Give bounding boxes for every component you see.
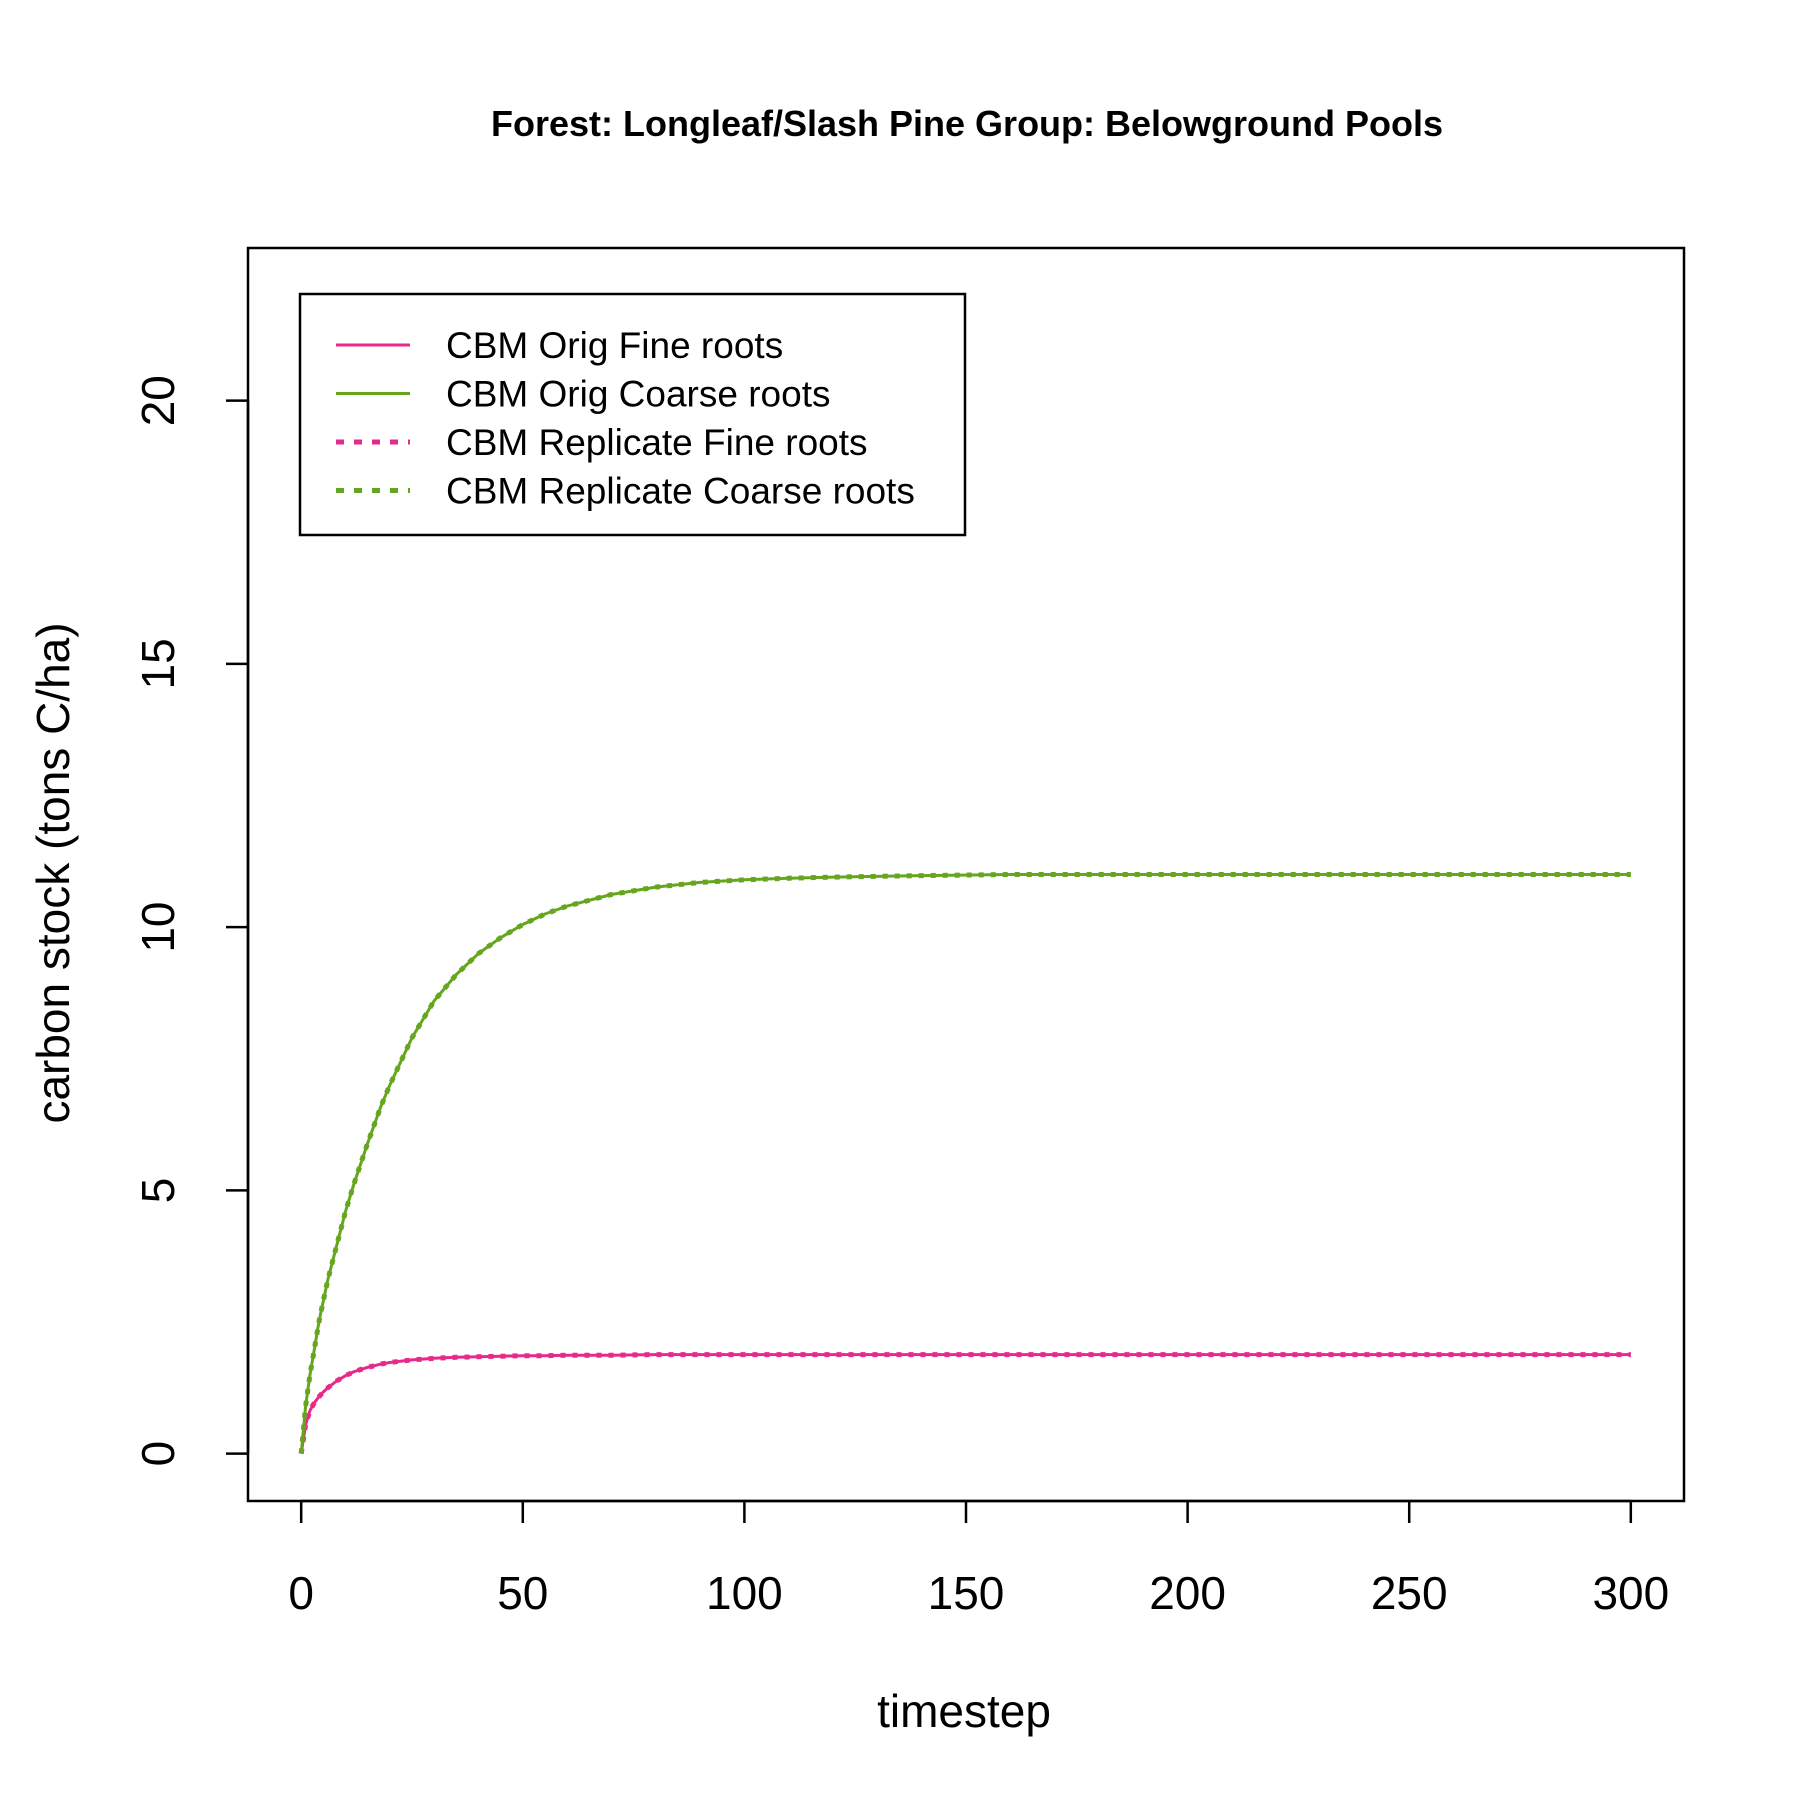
series-line-0 <box>299 1353 1631 1454</box>
x-tick-label: 250 <box>1371 1567 1448 1619</box>
legend-box <box>298 292 967 537</box>
y-tick-label: 5 <box>132 1178 184 1204</box>
x-tick-label: 150 <box>928 1567 1005 1619</box>
y-tick-label: 15 <box>132 638 184 689</box>
legend: CBM Orig Fine roots CBM Orig Coarse roots… <box>298 292 967 537</box>
y-tick-label: 20 <box>132 375 184 426</box>
series-line-2 <box>298 1352 1631 1454</box>
x-tick-label: 100 <box>706 1567 783 1619</box>
legend-label-0: CBM Orig Fine roots <box>446 325 783 366</box>
y-tick-label: 10 <box>132 902 184 953</box>
legend-label-3: CBM Replicate Coarse roots <box>446 471 915 512</box>
y-axis: 0 5 10 15 20 <box>132 375 250 1467</box>
series-line-3 <box>298 872 1631 1454</box>
series-line-1 <box>299 873 1631 1454</box>
x-tick-label: 50 <box>497 1567 548 1619</box>
x-tick-label: 0 <box>288 1567 314 1619</box>
x-axis-label: timestep <box>877 1685 1051 1737</box>
x-axis: 0 50 100 150 200 250 300 <box>288 1499 1669 1619</box>
legend-label-2: CBM Replicate Fine roots <box>446 422 868 463</box>
y-tick-label: 0 <box>132 1441 184 1467</box>
chart-title: Forest: Longleaf/Slash Pine Group: Below… <box>491 103 1443 144</box>
plot-area <box>298 872 1631 1454</box>
legend-label-1: CBM Orig Coarse roots <box>446 374 831 415</box>
x-tick-label: 300 <box>1592 1567 1669 1619</box>
y-axis-label: carbon stock (tons C/ha) <box>27 622 79 1123</box>
x-tick-label: 200 <box>1149 1567 1226 1619</box>
